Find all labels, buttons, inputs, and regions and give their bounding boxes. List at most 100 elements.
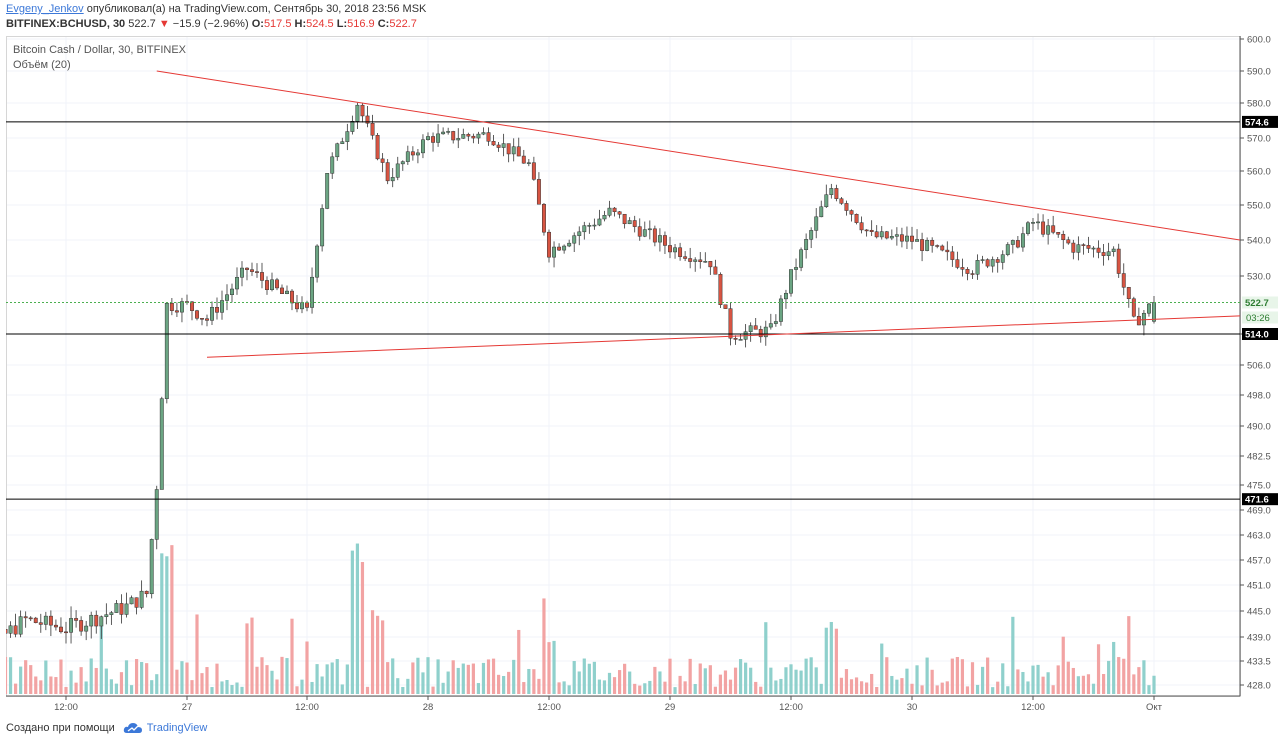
candle <box>859 222 864 231</box>
candle <box>1046 225 1051 235</box>
tradingview-cloud-icon <box>123 723 142 733</box>
candle <box>678 247 683 257</box>
chart-area[interactable]: 600.0 590.0 580.0 570.0 560.0 550.0 540.0 530.0… <box>6 36 1280 716</box>
candle <box>320 208 325 247</box>
time-tick-label: 30 <box>907 702 918 713</box>
candle <box>245 267 249 270</box>
candle <box>501 143 506 148</box>
volume-bar <box>431 686 435 694</box>
candle <box>874 231 879 238</box>
candle <box>738 339 743 341</box>
candle <box>970 273 975 275</box>
volume-bar <box>386 662 390 694</box>
volume-bar <box>562 681 566 694</box>
chart-title: Bitcoin Cash / Dollar, 30, BITFINEX <box>13 44 187 56</box>
price-tick-label: 580.0 <box>1247 99 1271 110</box>
candle <box>925 239 930 251</box>
candle <box>270 279 274 290</box>
volume-bar <box>668 658 672 694</box>
volume-bar <box>1011 616 1015 694</box>
candle <box>1147 303 1151 314</box>
candle <box>869 229 874 232</box>
candle <box>562 245 567 251</box>
tradingview-brand[interactable]: TradingView <box>123 722 207 734</box>
symbol-info: BITFINEX:BCHUSD, 30 522.7 ▼ −15.9 (−2.96… <box>6 18 417 30</box>
volume-bar <box>1137 667 1141 694</box>
volume-bar <box>673 687 677 694</box>
price-chart[interactable]: 600.0 590.0 580.0 570.0 560.0 550.0 540.0 530.0… <box>6 36 1280 716</box>
volume-bar <box>688 658 692 694</box>
volume-bar <box>330 662 334 694</box>
countdown-label: 03:26 <box>1246 313 1270 324</box>
candle <box>557 246 562 251</box>
candle <box>1136 315 1141 326</box>
candle <box>884 231 889 239</box>
volume-bar <box>1041 676 1045 694</box>
volume-bar <box>145 663 149 694</box>
price-tick-label: 457.0 <box>1247 556 1271 567</box>
candle <box>210 307 214 321</box>
volume-bar <box>29 665 33 694</box>
candle <box>819 206 824 218</box>
time-tick-label: 12:00 <box>295 702 319 713</box>
volume-bar <box>295 686 299 694</box>
candle <box>370 123 375 136</box>
candle <box>516 146 521 157</box>
candle <box>602 215 607 220</box>
candle <box>59 626 63 633</box>
level-label-471: 471.6 <box>1245 495 1269 506</box>
candle <box>814 216 819 231</box>
candle <box>990 259 995 267</box>
candle <box>149 539 154 595</box>
candle <box>1031 222 1035 224</box>
candle <box>607 207 612 216</box>
volume-bar <box>890 675 894 694</box>
candle <box>763 326 768 338</box>
volume-bar <box>1056 665 1060 694</box>
candle <box>360 104 365 117</box>
time-tick-label: 27 <box>182 702 193 713</box>
candle <box>99 616 104 627</box>
author-link[interactable]: Evgeny_Jenkov <box>6 3 84 15</box>
candle <box>1036 221 1040 224</box>
volume-bar <box>950 658 954 694</box>
candle <box>290 290 294 304</box>
volume-bar <box>859 681 864 694</box>
candle <box>390 177 395 182</box>
candle <box>1005 244 1010 255</box>
open-label: O: <box>251 18 264 30</box>
volume-bar <box>865 682 869 694</box>
volume-bar <box>79 667 83 694</box>
candle <box>471 135 476 139</box>
volume-bar <box>870 673 874 694</box>
volume-bar <box>24 660 28 694</box>
candle <box>190 301 194 311</box>
candle <box>441 131 446 135</box>
candle <box>426 136 430 140</box>
candle <box>879 231 884 238</box>
candle <box>64 631 68 634</box>
candle <box>53 624 58 628</box>
volume-bar <box>74 682 78 694</box>
volume-bar <box>920 685 924 694</box>
candle <box>74 618 79 621</box>
volume-bar <box>441 682 445 694</box>
volume-bar <box>195 614 199 694</box>
volume-bar <box>1142 660 1146 694</box>
price-tick-label: 506.0 <box>1247 361 1271 372</box>
candle <box>693 259 698 262</box>
volume-bar <box>703 668 707 694</box>
volume-bar <box>476 683 481 694</box>
volume-bar <box>880 643 884 694</box>
candle <box>521 155 526 164</box>
volume-bar <box>290 618 294 694</box>
volume-bar <box>648 680 652 694</box>
candle <box>225 294 229 301</box>
high-value: 524.5 <box>306 18 334 30</box>
volume-bar <box>1066 661 1070 694</box>
candle <box>380 158 385 163</box>
candle <box>375 135 380 160</box>
candle <box>300 302 304 310</box>
volume-bar <box>245 623 249 694</box>
candle <box>28 617 33 620</box>
